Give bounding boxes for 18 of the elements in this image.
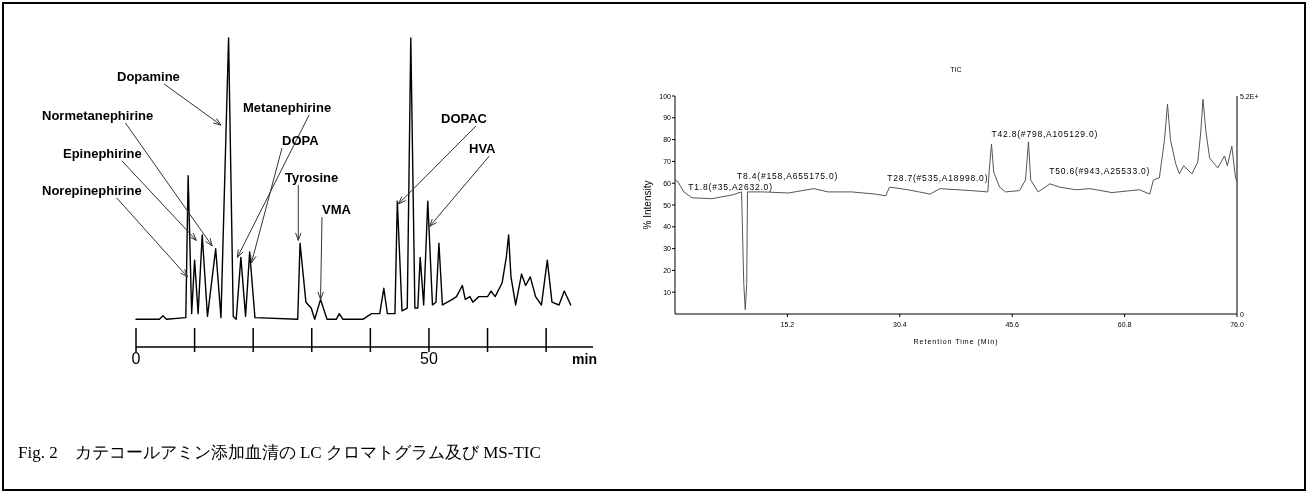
annotation: T1.8(#35,A2632.0) bbox=[688, 182, 773, 193]
caption: Fig. 2 カテコールアミン添加血清の LC クロマトグラム及び MS-TIC bbox=[18, 443, 541, 462]
annotation: VMA bbox=[322, 202, 352, 217]
x-axis-title: min bbox=[572, 351, 597, 367]
annotation: T42.8(#798,A105129.0) bbox=[991, 128, 1099, 139]
annotation: HVA bbox=[469, 141, 497, 156]
annotation: Normetanephirine bbox=[42, 108, 154, 123]
line-series bbox=[674, 98, 1238, 311]
annotation: Metanephirine bbox=[243, 100, 332, 115]
annotation: Epinephirine bbox=[63, 146, 142, 161]
annotation: T28.7(#535,A18998.0) bbox=[887, 173, 989, 184]
annotation: DOPAC bbox=[441, 111, 488, 126]
annotation: Norepinephirine bbox=[42, 183, 142, 198]
annotation: Tyrosine bbox=[285, 170, 339, 185]
y-axis-title: % Intensity bbox=[642, 180, 653, 230]
annotation: T8.4(#158,A655175.0) bbox=[737, 171, 839, 182]
annotation: T50.6(#943,A25533.0) bbox=[1049, 166, 1151, 177]
annotation: Dopamine bbox=[117, 69, 180, 84]
